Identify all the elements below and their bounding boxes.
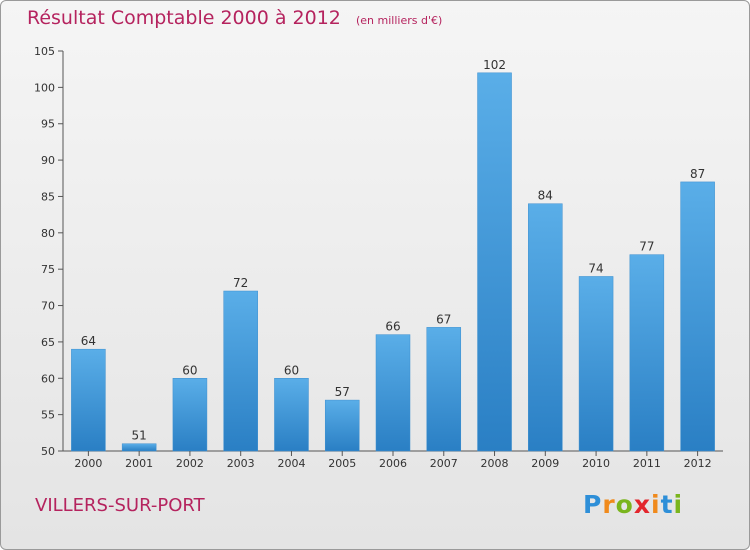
bar xyxy=(426,327,462,452)
y-tick-label: 105 xyxy=(34,45,55,58)
y-tick-label: 80 xyxy=(41,227,55,240)
data-label: 64 xyxy=(81,334,96,348)
x-tick-label: 2004 xyxy=(277,457,305,470)
x-tick-label: 2005 xyxy=(328,457,356,470)
y-tick-label: 50 xyxy=(41,445,55,458)
y-tick-label: 85 xyxy=(41,190,55,203)
bar xyxy=(324,399,360,452)
chart-title: Résultat Comptable 2000 à 2012 xyxy=(27,7,341,29)
data-label: 77 xyxy=(639,240,654,254)
x-tick-label: 2003 xyxy=(227,457,255,470)
x-tick-label: 2002 xyxy=(176,457,204,470)
data-label: 84 xyxy=(538,189,553,203)
y-tick-label: 65 xyxy=(41,336,55,349)
data-label: 60 xyxy=(182,363,197,377)
bar xyxy=(629,254,665,452)
y-tick-label: 90 xyxy=(41,154,55,167)
logo-letter: t xyxy=(660,490,674,519)
bar xyxy=(172,378,208,452)
logo-letter: r xyxy=(602,490,616,519)
x-tick-label: 2001 xyxy=(125,457,153,470)
logo-letter: i xyxy=(651,490,661,519)
logo-letter: P xyxy=(583,490,603,519)
data-label: 57 xyxy=(335,385,350,399)
bar xyxy=(477,72,512,452)
bar xyxy=(71,348,106,452)
x-tick-label: 2000 xyxy=(74,457,102,470)
y-tick-label: 100 xyxy=(34,81,55,94)
chart-subtitle: (en milliers d'€) xyxy=(355,14,443,27)
bar xyxy=(578,276,614,452)
bar xyxy=(121,443,157,452)
logo-letter: o xyxy=(615,490,634,519)
data-label: 74 xyxy=(588,261,603,275)
bar xyxy=(223,290,258,452)
data-label: 66 xyxy=(385,320,400,334)
bar xyxy=(274,378,309,452)
bar xyxy=(680,181,715,452)
x-tick-label: 2010 xyxy=(582,457,610,470)
y-tick-label: 55 xyxy=(41,409,55,422)
x-tick-label: 2011 xyxy=(633,457,661,470)
x-tick-label: 2012 xyxy=(684,457,712,470)
y-tick-label: 70 xyxy=(41,300,55,313)
logo-letter: x xyxy=(633,490,651,519)
place-name: VILLERS-SUR-PORT xyxy=(35,495,205,516)
data-label: 87 xyxy=(690,167,705,181)
title-row: Résultat Comptable 2000 à 2012 (en milli… xyxy=(27,7,442,29)
data-label: 72 xyxy=(233,276,248,290)
y-tick-label: 95 xyxy=(41,118,55,131)
bar xyxy=(375,334,411,452)
data-label: 51 xyxy=(132,429,147,443)
bar xyxy=(528,203,563,452)
y-tick-label: 75 xyxy=(41,263,55,276)
x-tick-label: 2008 xyxy=(481,457,509,470)
data-label: 102 xyxy=(483,58,506,72)
x-tick-label: 2006 xyxy=(379,457,407,470)
logo-letter: i xyxy=(673,490,684,519)
x-tick-label: 2007 xyxy=(430,457,458,470)
proxiti-logo: Proxiti xyxy=(583,490,683,519)
y-tick-label: 60 xyxy=(41,372,55,385)
data-label: 60 xyxy=(284,363,299,377)
data-label: 67 xyxy=(436,312,451,326)
x-tick-label: 2009 xyxy=(531,457,559,470)
